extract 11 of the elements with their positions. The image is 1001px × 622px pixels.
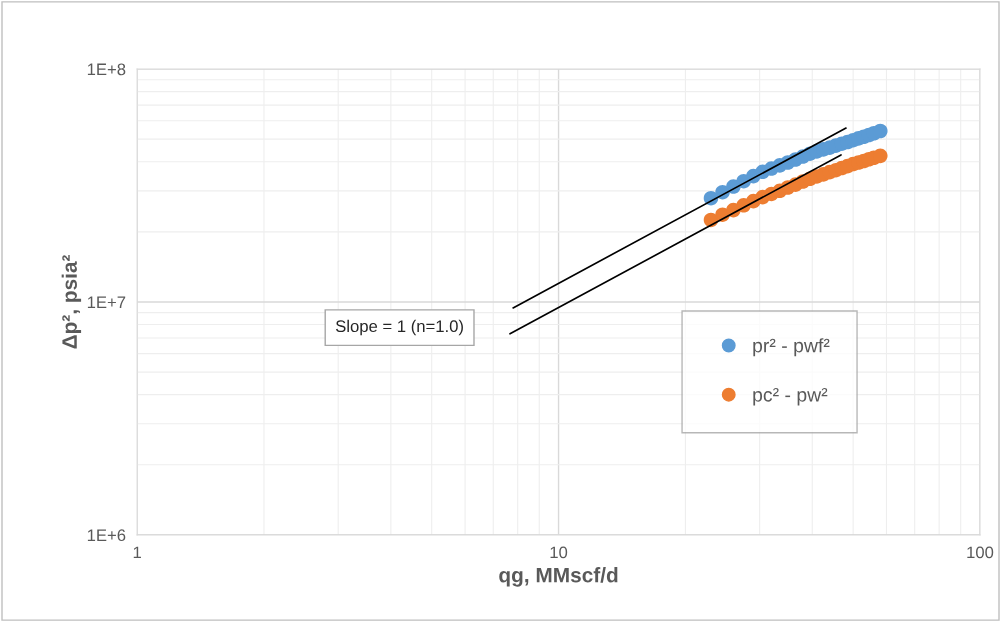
y-tick-label: 1E+7	[87, 296, 126, 309]
annotation: Slope = 1 (n=1.0)	[335, 319, 463, 336]
x-tick-label: 100	[967, 546, 994, 559]
x-axis-title: qg, MMscf/d	[499, 567, 618, 587]
legend-label: pc² - pw²	[753, 388, 828, 406]
legend-label: pr² - pwf²	[753, 338, 830, 357]
y-tick-label: 1E+6	[87, 529, 126, 542]
x-tick-label: 10	[550, 546, 568, 559]
x-tick-label: 1	[133, 546, 141, 559]
y-tick-label: 1E+8	[87, 63, 126, 76]
y-axis-title: Δp², psia²	[61, 254, 82, 349]
